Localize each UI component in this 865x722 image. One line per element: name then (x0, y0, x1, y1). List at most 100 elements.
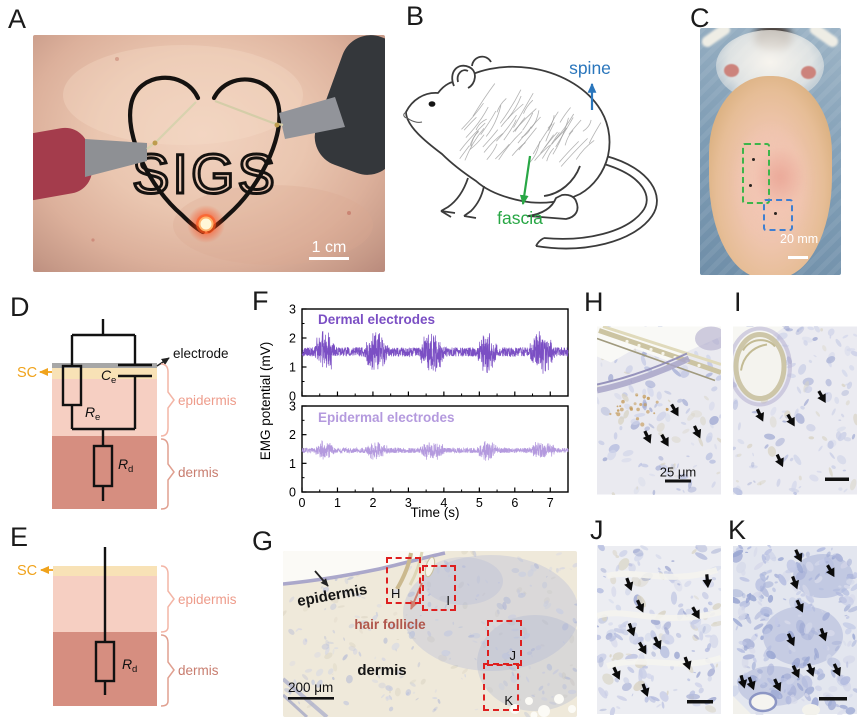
dermal-resistance-subscript: d (128, 464, 133, 475)
right-needle (214, 99, 284, 127)
y-tick-label: 1 (289, 361, 296, 375)
scale-bar (687, 700, 713, 704)
annotation-arrow-icon (682, 656, 692, 670)
dermal-circuit-diagram: electrode SC C e R e R d epidermis dermi… (17, 319, 237, 510)
epidermis-surface-line (597, 352, 688, 386)
micrograph-i-image (733, 326, 857, 495)
rat-ear (724, 64, 739, 77)
y-tick-label: 2 (289, 428, 296, 442)
dermis-layer (52, 436, 157, 509)
rat-ear-inner (456, 69, 469, 83)
hair-shaft-edge (597, 337, 716, 382)
annotation-arrows (755, 390, 826, 468)
dermis-label: dermis (178, 663, 219, 678)
sc-label: SC (17, 365, 37, 381)
resistor-dermis (94, 640, 116, 683)
epidermal-resistance-symbol: R (85, 404, 95, 420)
x-tick-label: 6 (511, 496, 518, 510)
stratum-corneum-layer (52, 368, 157, 379)
annotation-arrow-icon (817, 390, 826, 403)
annotation-arrow-icon (692, 425, 702, 439)
epidermal-series-label: Epidermal electrodes (318, 410, 455, 425)
annotation-arrow-icon (789, 575, 799, 590)
x-axis-title: Time (s) (411, 505, 460, 520)
hair-follicle-structure (408, 551, 424, 586)
x-tick-label: 3 (405, 496, 412, 510)
y-tick-label: 0 (289, 390, 296, 404)
skin-freckle (91, 238, 95, 242)
panel-label-e: E (10, 522, 29, 552)
slide-background (733, 696, 751, 714)
epidermis-band (283, 551, 446, 586)
capacitance-symbol: C (101, 367, 112, 383)
epidermal-circuit-diagram: SC R d epidermis dermis (17, 547, 237, 707)
rat-ear (801, 66, 816, 79)
epidermis-brace (160, 363, 175, 437)
panel-i-micrograph (733, 326, 857, 495)
electrode-label: electrode (173, 346, 229, 361)
annotation-arrows (611, 574, 713, 697)
electrode-bar (52, 363, 157, 368)
annotation-arrow-icon (702, 574, 713, 589)
panel-label-k: K (728, 515, 747, 545)
annotation-arrow-icon (775, 453, 784, 468)
follicle-outer-ring (733, 326, 792, 407)
sc-label: SC (17, 563, 37, 579)
annotation-arrow-icon (637, 641, 647, 655)
annotation-arrow-icon (772, 678, 782, 692)
blood-vessel-lumen (748, 691, 778, 713)
left-probe (33, 101, 197, 201)
vessel-lumen (802, 704, 820, 715)
granule-cluster (609, 393, 669, 427)
scale-bar-label: 200 μm (288, 680, 333, 695)
scale-bar (309, 257, 349, 260)
annotation-arrow-icon (640, 683, 650, 697)
panel-label-a: A (8, 4, 27, 34)
dermis-brace (160, 438, 175, 510)
rat-fascia-hatching (459, 83, 602, 167)
dermal-resistance-subscript: d (132, 664, 137, 675)
fascia-electrode-site-box (742, 143, 770, 204)
annotation-arrow-icon (635, 599, 645, 613)
panel-label-g: G (252, 526, 274, 556)
emg-trace (301, 331, 569, 374)
y-tick-label: 3 (289, 303, 296, 317)
annotation-arrow-icon (793, 549, 803, 563)
hair-shaft (598, 328, 721, 375)
epidermis-brace (160, 565, 175, 633)
panel-label-c: C (690, 3, 710, 33)
panel-label-b: B (406, 1, 425, 31)
scale-bar (819, 697, 847, 701)
annotation-arrow-icon (691, 606, 700, 620)
needle-solder-joint (152, 140, 158, 146)
annotation-arrow-icon (746, 676, 756, 691)
annotation-arrow-icon (832, 663, 841, 677)
panel-g-histology-overview: epidermis hair follicle dermis 200 μm H … (283, 551, 577, 717)
x-tick-label: 4 (440, 496, 447, 510)
panel-label-j: J (590, 515, 604, 545)
slide-background (283, 551, 447, 585)
annotation-arrows (737, 549, 841, 692)
follicle-lumen (733, 332, 787, 401)
annotation-arrow-icon (755, 408, 764, 422)
region-box-h: H (386, 557, 421, 604)
fascia-annotation-label: fascia (497, 208, 543, 228)
region-box-letter: J (509, 648, 517, 663)
panel-h-micrograph: 25 μm (597, 326, 721, 495)
led-indicator (187, 205, 225, 243)
dermis-annotation: dermis (357, 662, 406, 679)
rat-eye (428, 101, 436, 107)
skin-redness (756, 148, 804, 206)
rat-drawing: spine fascia (403, 55, 658, 250)
needle-solder-joint (274, 122, 280, 128)
rat-face-lines (403, 111, 423, 123)
y-tick-label: 1 (289, 457, 296, 471)
rat-front-legs (440, 177, 485, 219)
scale-bar (665, 479, 691, 483)
dense-tissue-region (403, 555, 577, 671)
adipose-cells (510, 694, 576, 717)
tattoo-text: SIGS (132, 142, 278, 205)
